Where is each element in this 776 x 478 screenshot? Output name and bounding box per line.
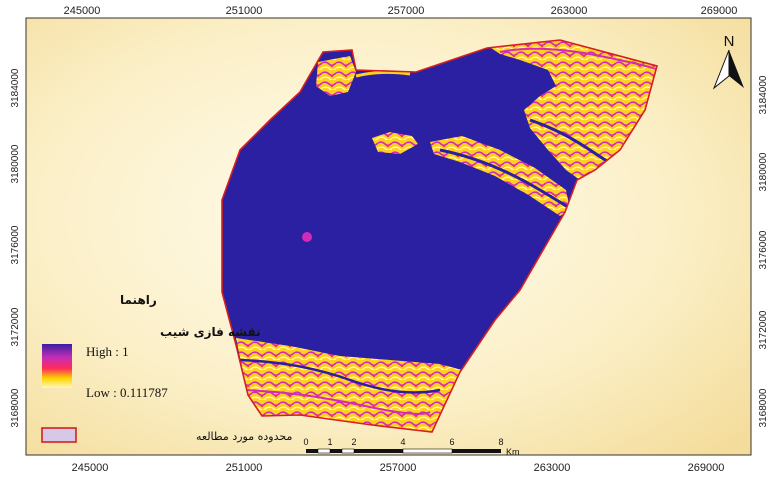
x-tick-bottom: 257000 — [380, 462, 417, 474]
study-area — [221, 39, 658, 433]
x-ticks-top: 245000 251000 257000 263000 269000 — [64, 5, 738, 17]
legend-title: راهنما — [120, 293, 157, 307]
study-area-swatch — [41, 427, 77, 443]
study-area-label: محدوده مورد مطالعه — [196, 430, 292, 443]
slope-zone-ridge-1 — [372, 132, 418, 154]
y-tick-left: 3180000 — [10, 144, 21, 183]
slope-zone-northeast — [488, 40, 657, 180]
x-tick-bottom: 263000 — [534, 462, 571, 474]
scale-label: 0 — [303, 437, 308, 447]
scale-bar: 0 1 2 4 6 8 Km — [303, 437, 519, 457]
y-tick-left: 3184000 — [10, 68, 21, 107]
scale-unit: Km — [506, 447, 520, 457]
y-tick-right: 3184000 — [758, 75, 769, 114]
legend-gradient — [42, 344, 72, 388]
scale-label: 2 — [351, 437, 356, 447]
legend-low-label: Low : 0.111787 — [86, 385, 168, 400]
slope-spot — [302, 232, 312, 242]
x-tick-top: 269000 — [701, 5, 738, 17]
y-tick-right: 3172000 — [758, 310, 769, 349]
y-tick-right: 3176000 — [758, 230, 769, 269]
slope-zone-south — [236, 338, 462, 432]
x-tick-top: 245000 — [64, 5, 101, 17]
y-tick-left: 3176000 — [10, 225, 21, 264]
x-tick-top: 257000 — [388, 5, 425, 17]
north-label: N — [724, 33, 735, 50]
legend: راهنما نقشه فازی شیب High : 1 Low : 0.11… — [41, 293, 292, 443]
x-tick-bottom: 245000 — [72, 462, 109, 474]
legend-high-label: High : 1 — [86, 344, 129, 359]
y-tick-right: 3168000 — [758, 388, 769, 427]
north-arrow-icon: N — [712, 33, 744, 90]
legend-layer-title: نقشه فازی شیب — [160, 325, 261, 339]
x-ticks-bottom: 245000 251000 257000 263000 269000 — [72, 462, 725, 474]
scale-label: 6 — [449, 437, 454, 447]
y-tick-left: 3168000 — [10, 388, 21, 427]
x-tick-bottom: 269000 — [688, 462, 725, 474]
x-tick-top: 263000 — [551, 5, 588, 17]
scale-label: 4 — [400, 437, 405, 447]
y-ticks-left: 3184000 3180000 3176000 3172000 3168000 — [10, 68, 21, 427]
y-ticks-right: 3184000 3180000 3176000 3172000 3168000 — [758, 75, 769, 427]
y-tick-left: 3172000 — [10, 307, 21, 346]
x-tick-top: 251000 — [226, 5, 263, 17]
scale-label: 1 — [327, 437, 332, 447]
y-tick-right: 3180000 — [758, 152, 769, 191]
x-tick-bottom: 251000 — [226, 462, 263, 474]
slope-zone-northwest — [316, 56, 356, 96]
scale-label: 8 — [498, 437, 503, 447]
